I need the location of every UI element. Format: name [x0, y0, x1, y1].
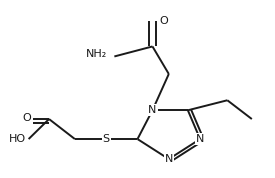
Text: O: O	[159, 16, 168, 26]
Text: O: O	[23, 113, 32, 123]
Text: N: N	[165, 154, 173, 164]
Text: HO: HO	[9, 134, 26, 144]
Text: S: S	[103, 134, 110, 144]
Text: N: N	[196, 134, 204, 144]
Text: N: N	[148, 105, 157, 115]
Text: NH₂: NH₂	[86, 49, 108, 59]
